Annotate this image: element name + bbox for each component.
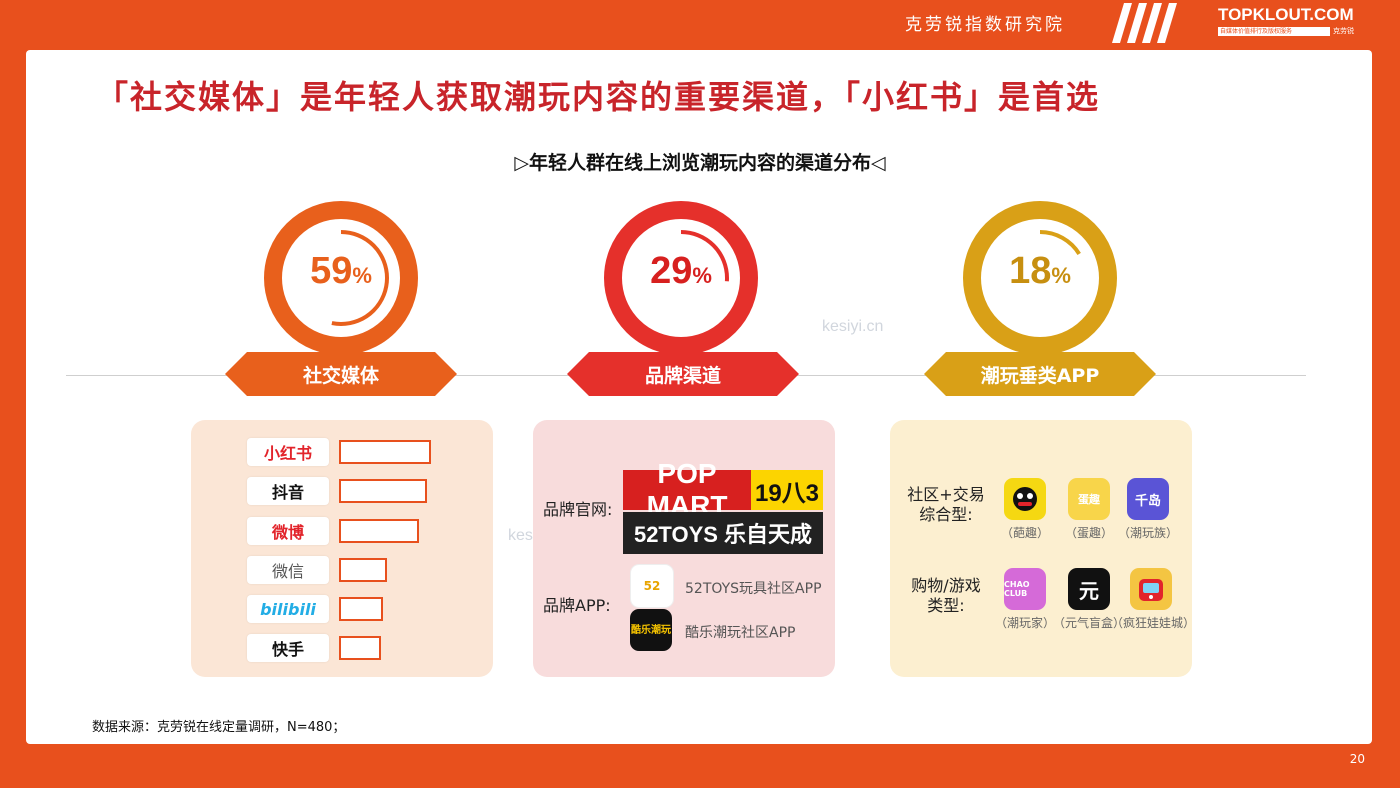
ring-graphic	[963, 201, 1117, 355]
ring-graphic	[604, 201, 758, 355]
chaowanzu-app-icon: 千岛	[1127, 478, 1169, 520]
brand-name: TOPKLOUT.COM	[1218, 5, 1354, 24]
platform-row: 抖音	[247, 477, 427, 505]
weibo-logo: 微博	[247, 517, 329, 545]
percent-value: 59%	[310, 250, 372, 292]
platform-row: 小红书	[247, 438, 431, 466]
institute-name: 克劳锐指数研究院	[905, 15, 1065, 35]
ring-outer	[604, 201, 758, 355]
kule-app-name: 酷乐潮玩社区APP	[685, 625, 796, 641]
kuaishou-logo: 快手	[247, 634, 329, 662]
category-label-vertical-app: 潮玩垂类APP	[924, 352, 1156, 396]
ring-outer	[264, 201, 418, 355]
ring-progress-arc	[293, 230, 389, 326]
chaowanzu-caption: （潮玩族）	[1117, 526, 1178, 540]
platform-bar	[339, 597, 383, 621]
community-type-label: 社区+交易综合型:	[907, 485, 985, 524]
52toys-logo: 52TOYS 乐自天成	[623, 512, 823, 554]
chart-subtitle: ▷年轻人群在线上浏览潮玩内容的渠道分布◁	[514, 152, 886, 174]
vertical-apps-card: 社区+交易综合型: 蛋趣 千岛 （葩趣） （蛋趣） （潮玩族） 购物/游戏类型:…	[890, 420, 1195, 677]
platform-bar	[339, 636, 381, 660]
brand-channels-card: 品牌官网: POP MART 19八3 52TOYS 乐自天成 品牌APP: 5…	[533, 420, 835, 677]
danqu-app-icon: 蛋趣	[1068, 478, 1110, 520]
brand-cn: 克劳锐	[1333, 27, 1354, 35]
platform-row: 微信	[247, 556, 387, 584]
percent-value: 29%	[650, 250, 712, 292]
chaowanjia-caption: （潮玩家）	[994, 616, 1055, 630]
52toys-app-icon: 52	[630, 564, 674, 608]
platform-row: 微博	[247, 517, 419, 545]
category-label-brand: 品牌渠道	[567, 352, 799, 396]
crazy-doll-caption: （疯狂娃娃城）	[1110, 616, 1195, 630]
official-site-label: 品牌官网:	[543, 500, 613, 519]
ring-outer	[963, 201, 1117, 355]
brand-logo: TOPKLOUT.COM 自媒体价值排行及版权服务 克劳锐	[1218, 5, 1358, 36]
ring-chart-vertical-app: 18%	[960, 198, 1120, 358]
platform-bar	[339, 479, 427, 503]
yuanqi-app-icon: 元	[1068, 568, 1110, 610]
ring-chart-social: 59%	[261, 198, 421, 358]
xiaohongshu-logo: 小红书	[247, 438, 329, 466]
yuanqi-caption: （元气盲盒）	[1052, 616, 1125, 630]
platform-row: bilibili	[247, 595, 383, 623]
platform-bar	[339, 558, 387, 582]
popmart-logo: POP MART 19八3	[623, 458, 823, 521]
ring-progress-arc	[992, 230, 1088, 326]
stripes-decoration	[1112, 3, 1177, 43]
danqu-caption: （蛋趣）	[1064, 526, 1113, 540]
watermark-text: kesiyi.cn	[822, 318, 884, 335]
chaowanjia-app-icon: CHAO CLUB	[1004, 568, 1046, 610]
data-source-note: 数据来源：克劳锐在线定量调研，N=480；	[92, 720, 346, 735]
ring-progress-arc	[633, 230, 729, 326]
paqu-app-icon	[1004, 478, 1046, 520]
bilibili-logo: bilibili	[247, 595, 329, 623]
shopping-type-label: 购物/游戏类型:	[911, 576, 981, 615]
platform-bar	[339, 519, 419, 543]
platform-row: 快手	[247, 634, 381, 662]
popmart-year: 19八3	[751, 470, 823, 510]
paqu-caption: （葩趣）	[1000, 526, 1049, 540]
crazy-doll-app-icon	[1130, 568, 1172, 610]
douyin-logo: 抖音	[247, 477, 329, 505]
brand-app-label: 品牌APP:	[543, 596, 611, 615]
kule-app-icon: 酷乐潮玩	[630, 609, 672, 651]
page-number: 20	[1349, 752, 1365, 766]
wechat-logo: 微信	[247, 556, 329, 584]
social-platforms-card: 小红书 抖音 微博 微信 bilibili 快手	[191, 420, 493, 677]
category-label-social: 社交媒体	[225, 352, 457, 396]
ring-chart-brand: 29%	[601, 198, 761, 358]
52toys-app-name: 52TOYS玩具社区APP	[685, 581, 822, 597]
page-title: 「社交媒体」是年轻人获取潮玩内容的重要渠道，「小红书」是首选	[96, 78, 1101, 116]
ring-graphic	[264, 201, 418, 355]
platform-bar	[339, 440, 431, 464]
brand-tagline: 自媒体价值排行及版权服务	[1218, 26, 1330, 36]
percent-value: 18%	[1009, 250, 1071, 292]
